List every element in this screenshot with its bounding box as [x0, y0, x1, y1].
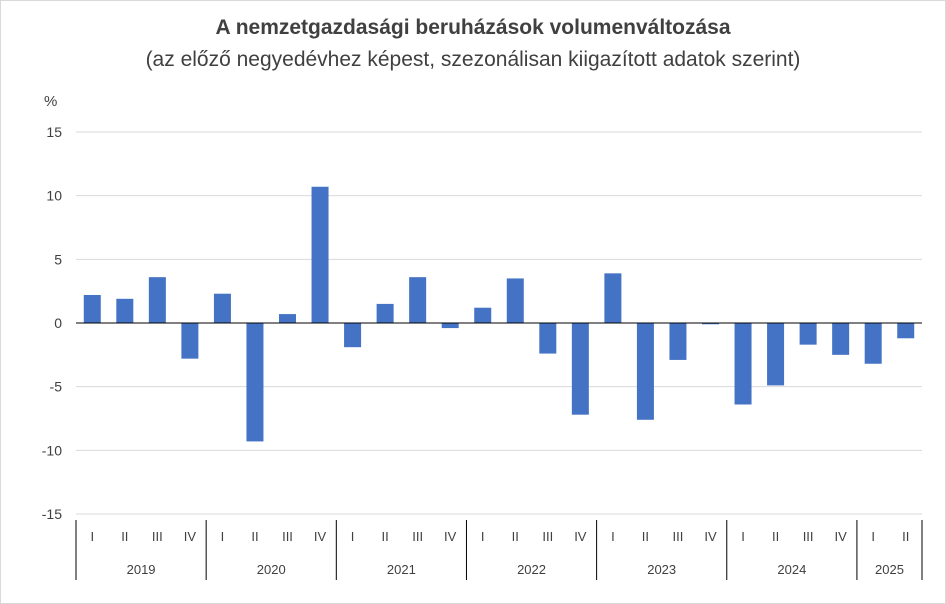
x-tick-label-quarter: III [412, 529, 423, 544]
y-tick-label: 10 [46, 188, 62, 204]
x-tick-label-quarter: IV [444, 529, 457, 544]
y-tick-label: -15 [42, 506, 62, 522]
bar [181, 323, 199, 359]
bar [604, 273, 622, 323]
x-tick-label-quarter: I [871, 529, 875, 544]
x-tick-label-quarter: I [351, 529, 355, 544]
bar [474, 307, 492, 323]
x-tick-label-quarter: III [542, 529, 553, 544]
bar [441, 323, 459, 329]
bar [571, 323, 589, 415]
y-tick-label: 15 [46, 124, 62, 140]
x-tick-label-quarter: I [221, 529, 225, 544]
x-tick-label-quarter: I [90, 529, 94, 544]
x-tick-label-year: 2019 [127, 562, 156, 577]
y-tick-label: 0 [54, 315, 62, 331]
bar [539, 323, 557, 354]
bar [376, 303, 394, 323]
x-tick-label-quarter: II [381, 529, 388, 544]
x-tick-label-year: 2025 [875, 562, 904, 577]
y-tick-label: 5 [54, 251, 62, 267]
bar [832, 323, 850, 355]
x-tick-label-quarter: III [152, 529, 163, 544]
x-tick-label-year: 2021 [387, 562, 416, 577]
y-tick-label: -5 [50, 379, 63, 395]
x-tick-label-quarter: III [282, 529, 293, 544]
bar [702, 323, 719, 325]
bar [864, 323, 882, 364]
x-tick-label-quarter: I [611, 529, 615, 544]
bar [636, 323, 654, 420]
x-tick-label-year: 2024 [777, 562, 806, 577]
x-tick-label-quarter: III [673, 529, 684, 544]
bar [311, 186, 329, 323]
bar [213, 293, 231, 323]
bar [897, 323, 915, 339]
bar [799, 323, 817, 345]
bar [344, 323, 362, 348]
y-axis-unit-label: % [44, 93, 57, 110]
x-tick-label-quarter: II [772, 529, 779, 544]
chart-subtitle: (az előző negyedévhez képest, szezonális… [145, 48, 801, 71]
x-tick-label-quarter: II [251, 529, 258, 544]
bar [767, 323, 785, 386]
x-tick-label-year: 2022 [517, 562, 546, 577]
bar [279, 314, 296, 323]
x-tick-label-quarter: II [642, 529, 649, 544]
x-tick-label-quarter: IV [574, 529, 587, 544]
x-tick-label-quarter: II [121, 529, 128, 544]
bar [148, 277, 166, 323]
x-tick-label-quarter: IV [835, 529, 848, 544]
x-tick-label-quarter: II [902, 529, 909, 544]
x-tick-label-quarter: IV [314, 529, 327, 544]
x-tick-label-year: 2023 [647, 562, 676, 577]
bar [83, 294, 101, 323]
bar [409, 277, 427, 323]
x-tick-label-year: 2020 [257, 562, 286, 577]
x-tick-label-quarter: I [741, 529, 745, 544]
x-tick-label-quarter: III [803, 529, 814, 544]
bar [246, 323, 264, 442]
bar [116, 298, 134, 323]
y-tick-label: -10 [42, 442, 62, 458]
x-tick-label-quarter: I [481, 529, 485, 544]
x-tick-label-quarter: II [512, 529, 519, 544]
bar [506, 278, 524, 323]
bar [669, 323, 687, 360]
bar [734, 323, 752, 405]
chart-title: A nemzetgazdasági beruházások volumenvál… [215, 16, 731, 39]
x-tick-label-quarter: IV [184, 529, 197, 544]
x-tick-label-quarter: IV [704, 529, 717, 544]
